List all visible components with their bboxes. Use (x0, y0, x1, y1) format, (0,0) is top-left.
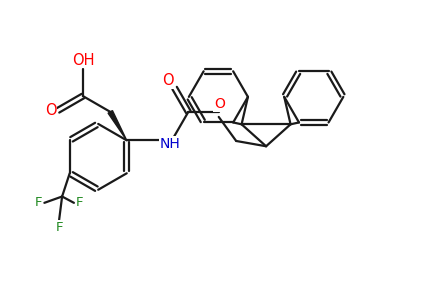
Text: F: F (76, 196, 83, 209)
Text: O: O (163, 73, 174, 88)
Polygon shape (108, 110, 127, 140)
Text: F: F (55, 221, 63, 234)
Text: O: O (214, 97, 225, 111)
Text: NH: NH (160, 137, 180, 151)
Text: OH: OH (73, 53, 95, 68)
Text: O: O (45, 103, 57, 118)
Text: F: F (35, 196, 43, 209)
